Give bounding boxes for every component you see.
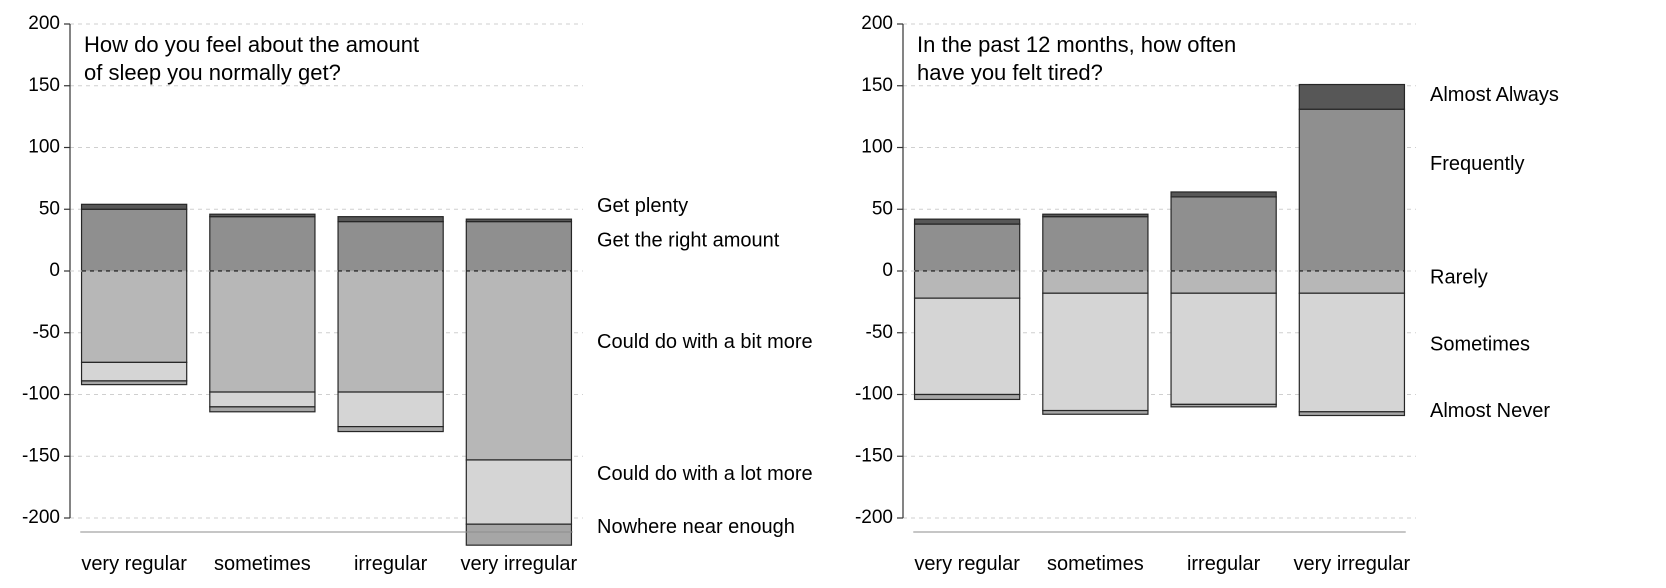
- bar-almost_never: [915, 395, 1020, 400]
- legend-label: Could do with a lot more: [597, 463, 813, 485]
- chart-title-line: How do you feel about the amount: [84, 32, 419, 57]
- category-label: sometimes: [1047, 553, 1144, 575]
- category-label: irregular: [354, 553, 428, 575]
- bar-nowhere: [82, 381, 187, 385]
- bar-frequently: [915, 224, 1020, 271]
- legend-label: Almost Never: [1430, 400, 1550, 422]
- bar-right_amount: [82, 209, 187, 271]
- y-tick-label: -200: [22, 507, 60, 528]
- chart-sleep-amount: -200 -150 -100 -50 0 50 100 150 200 very regular s…: [0, 0, 833, 588]
- y-tick-label: 200: [861, 13, 893, 34]
- bar-plenty: [82, 204, 187, 209]
- y-tick-label: 100: [28, 137, 60, 158]
- legend-label: Get the right amount: [597, 230, 780, 252]
- bar-sometimes: [1299, 293, 1404, 412]
- bar-almost_always: [1043, 214, 1148, 216]
- bar-bit_more: [210, 271, 315, 392]
- y-tick-label: -200: [855, 507, 893, 528]
- y-tick-label: -50: [866, 322, 893, 343]
- y-tick-label: 150: [861, 75, 893, 96]
- y-tick-label: -100: [22, 384, 60, 405]
- legend-label: Could do with a bit more: [597, 331, 813, 353]
- legend-label: Frequently: [1430, 153, 1525, 175]
- bar-bit_more: [82, 271, 187, 362]
- bar-lot_more: [82, 362, 187, 381]
- bar-right_amount: [466, 222, 571, 271]
- legend-label: Nowhere near enough: [597, 516, 795, 538]
- chart-title-line: have you felt tired?: [917, 60, 1103, 85]
- y-tick-label: 50: [872, 198, 893, 219]
- bar-almost_always: [1171, 192, 1276, 197]
- category-label: very irregular: [461, 553, 578, 575]
- y-tick-label: 50: [39, 198, 60, 219]
- bar-bit_more: [466, 271, 571, 460]
- bar-nowhere: [338, 427, 443, 432]
- bar-sometimes: [1171, 293, 1276, 404]
- category-label: sometimes: [214, 553, 311, 575]
- bar-plenty: [338, 217, 443, 222]
- bar-nowhere: [210, 407, 315, 412]
- y-tick-label: -50: [33, 322, 60, 343]
- y-tick-label: 100: [861, 137, 893, 158]
- bar-frequently: [1043, 217, 1148, 271]
- legend-label: Rarely: [1430, 267, 1488, 289]
- bar-sometimes: [1043, 293, 1148, 410]
- bar-almost_always: [915, 219, 1020, 224]
- chart-title-line: In the past 12 months, how often: [917, 32, 1236, 57]
- bar-frequently: [1171, 197, 1276, 271]
- chart-felt-tired: -200 -150 -100 -50 0 50 100 150 200 very regular s…: [833, 0, 1666, 588]
- bar-right_amount: [210, 217, 315, 271]
- y-tick-label: -100: [855, 384, 893, 405]
- bar-rarely: [915, 271, 1020, 298]
- y-tick-label: 200: [28, 13, 60, 34]
- category-label: very irregular: [1294, 553, 1411, 575]
- y-tick-label: -150: [855, 445, 893, 466]
- bar-right_amount: [338, 222, 443, 271]
- legend-label: Sometimes: [1430, 333, 1530, 355]
- chart-title-line: of sleep you normally get?: [84, 60, 341, 85]
- bar-almost_never: [1043, 411, 1148, 415]
- bar-lot_more: [466, 460, 571, 524]
- bar-rarely: [1299, 271, 1404, 293]
- bar-lot_more: [210, 392, 315, 407]
- y-tick-label: 0: [882, 260, 893, 281]
- bar-plenty: [210, 214, 315, 216]
- bar-almost_never: [1171, 404, 1276, 406]
- category-label: very regular: [81, 553, 187, 575]
- legend-label: Get plenty: [597, 195, 688, 217]
- bar-lot_more: [338, 392, 443, 427]
- legend-label: Almost Always: [1430, 84, 1559, 106]
- category-label: very regular: [914, 553, 1020, 575]
- y-tick-label: 150: [28, 75, 60, 96]
- bar-almost_never: [1299, 412, 1404, 416]
- bar-sometimes: [915, 298, 1020, 394]
- bar-rarely: [1043, 271, 1148, 293]
- bar-almost_always: [1299, 85, 1404, 110]
- bar-plenty: [466, 219, 571, 221]
- bar-bit_more: [338, 271, 443, 392]
- bar-nowhere: [466, 524, 571, 545]
- figure: -200 -150 -100 -50 0 50 100 150 200 very regular s…: [0, 0, 1666, 588]
- category-label: irregular: [1187, 553, 1261, 575]
- bar-rarely: [1171, 271, 1276, 293]
- y-tick-label: -150: [22, 445, 60, 466]
- y-tick-label: 0: [49, 260, 60, 281]
- bar-frequently: [1299, 109, 1404, 271]
